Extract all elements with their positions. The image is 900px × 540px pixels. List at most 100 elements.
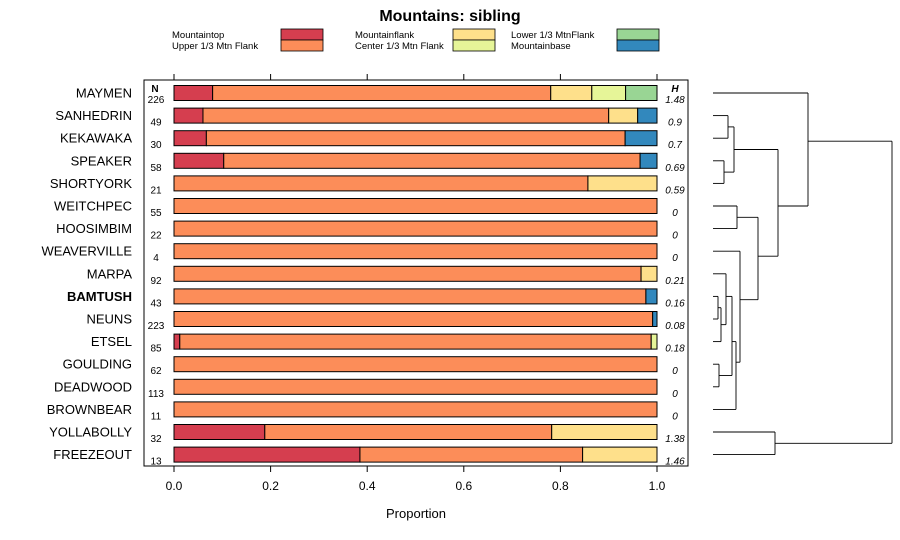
bar-segment-bamtush-mountainbase xyxy=(645,288,658,305)
bar-segment-etsel-mountaintop xyxy=(173,333,181,350)
bar-segment-maymen-center-1-3-mtn-flank xyxy=(591,85,627,101)
n-column-header: N xyxy=(151,84,158,95)
h-value-weitchpec: 0 xyxy=(672,208,678,219)
bar-segment-kekawaka-mountainbase xyxy=(624,130,658,147)
n-count-marpa: 92 xyxy=(150,276,162,287)
bar-segment-shortyork-upper-1-3-mtn-flank xyxy=(173,175,589,192)
n-count-shortyork: 21 xyxy=(150,185,162,196)
h-value-shortyork: 0.59 xyxy=(665,185,685,196)
n-count-neuns: 223 xyxy=(148,321,165,332)
n-count-kekawaka: 30 xyxy=(150,140,162,151)
h-value-goulding: 0 xyxy=(672,366,678,377)
h-value-kekawaka: 0.7 xyxy=(668,140,682,151)
h-value-yollabolly: 1.38 xyxy=(665,434,685,445)
legend-label-mountainbase: Mountainbase xyxy=(511,41,571,52)
bar-segment-etsel-center-1-3-mtn-flank xyxy=(650,333,658,350)
x-axis-title: Proportion xyxy=(386,506,446,521)
legend-label-mountainflank: Mountainflank xyxy=(355,30,414,41)
legend-swatch-upper-1-3-mtn-flank xyxy=(280,39,324,52)
h-value-neuns: 0.08 xyxy=(665,321,685,332)
bar-segment-goulding-upper-1-3-mtn-flank xyxy=(173,356,658,373)
h-value-etsel: 0.18 xyxy=(665,344,685,355)
n-count-goulding: 62 xyxy=(150,366,162,377)
bar-segment-maymen-mountaintop xyxy=(173,85,214,101)
h-value-bamtush: 0.16 xyxy=(665,298,685,309)
x-tick-label: 0.8 xyxy=(552,479,569,493)
x-tick-label: 1.0 xyxy=(649,479,666,493)
row-label-brownbear: BROWNBEAR xyxy=(47,402,132,417)
legend-swatch-center-1-3-mtn-flank xyxy=(452,39,496,52)
h-value-weaverville: 0 xyxy=(672,253,678,264)
n-count-weaverville: 4 xyxy=(153,253,159,264)
row-label-shortyork: SHORTYORK xyxy=(50,176,132,191)
h-value-hoosimbim: 0 xyxy=(672,231,678,242)
x-tick-label: 0.2 xyxy=(262,479,279,493)
row-label-bamtush: BAMTUSH xyxy=(67,289,132,304)
bar-segment-sanhedrin-mountainbase xyxy=(637,107,658,124)
bar-segment-freezeout-mountaintop xyxy=(173,446,361,463)
bar-segment-marpa-mountainflank xyxy=(640,265,658,282)
bar-segment-hoosimbim-upper-1-3-mtn-flank xyxy=(173,220,658,237)
x-tick-label: 0.6 xyxy=(455,479,472,493)
n-count-etsel: 85 xyxy=(150,344,162,355)
bar-segment-speaker-upper-1-3-mtn-flank xyxy=(223,152,641,169)
bar-segment-shortyork-mountainflank xyxy=(587,175,658,192)
n-count-hoosimbim: 22 xyxy=(150,231,162,242)
legend-swatch-mountainbase xyxy=(616,39,660,52)
row-label-kekawaka: KEKAWAKA xyxy=(60,131,132,146)
legend-swatch-mountainflank xyxy=(452,28,496,41)
bar-segment-yollabolly-upper-1-3-mtn-flank xyxy=(264,424,553,440)
bar-segment-neuns-mountainbase xyxy=(652,311,658,327)
h-value-sanhedrin: 0.9 xyxy=(668,118,682,129)
bar-segment-maymen-upper-1-3-mtn-flank xyxy=(212,85,552,101)
legend-swatch-mountaintop xyxy=(280,28,324,41)
row-label-deadwood: DEADWOOD xyxy=(54,379,132,394)
bar-segment-marpa-upper-1-3-mtn-flank xyxy=(173,265,642,282)
bar-segment-maymen-lower-1-3-mtnflank xyxy=(625,85,658,101)
row-label-neuns: NEUNS xyxy=(86,312,132,327)
bar-segment-speaker-mountaintop xyxy=(173,152,225,169)
chart-title: Mountains: sibling xyxy=(379,8,520,25)
row-label-goulding: GOULDING xyxy=(63,357,132,372)
bar-segment-freezeout-upper-1-3-mtn-flank xyxy=(359,446,584,463)
bar-segment-yollabolly-mountaintop xyxy=(173,424,266,440)
bar-segment-deadwood-upper-1-3-mtn-flank xyxy=(173,378,658,395)
h-value-speaker: 0.69 xyxy=(665,163,685,174)
bar-segment-weitchpec-upper-1-3-mtn-flank xyxy=(173,198,658,214)
h-value-freezeout: 1.46 xyxy=(665,457,685,468)
row-label-weitchpec: WEITCHPEC xyxy=(54,199,132,214)
h-column-header: H xyxy=(671,84,679,95)
h-value-marpa: 0.21 xyxy=(665,276,684,287)
n-count-yollabolly: 32 xyxy=(150,434,162,445)
bar-segment-maymen-mountainflank xyxy=(550,85,593,101)
row-label-marpa: MARPA xyxy=(87,266,133,281)
bar-segment-sanhedrin-mountainflank xyxy=(608,107,639,124)
plot-frame xyxy=(143,79,689,467)
n-count-deadwood: 113 xyxy=(148,389,164,400)
legend-swatch-lower-1-3-mtnflank xyxy=(616,28,660,41)
row-label-speaker: SPEAKER xyxy=(71,153,132,168)
bar-segment-sanhedrin-mountaintop xyxy=(173,107,204,124)
bar-rows: MAYMEN 226 1.48 SANHEDRIN 49 0.9 KEKAWAKA 30 0.7… xyxy=(41,85,685,468)
row-label-hoosimbim: HOOSIMBIM xyxy=(56,221,132,236)
h-value-deadwood: 0 xyxy=(672,389,678,400)
bar-segment-weaverville-upper-1-3-mtn-flank xyxy=(173,243,658,260)
bar-segment-neuns-upper-1-3-mtn-flank xyxy=(173,311,654,327)
legend-label-center-1-3-mtn-flank: Center 1/3 Mtn Flank xyxy=(355,41,444,52)
bar-segment-kekawaka-upper-1-3-mtn-flank xyxy=(205,130,626,147)
bar-segment-sanhedrin-upper-1-3-mtn-flank xyxy=(202,107,610,124)
bar-segment-kekawaka-mountaintop xyxy=(173,130,207,147)
row-label-maymen: MAYMEN xyxy=(76,86,132,101)
bar-segment-speaker-mountainbase xyxy=(639,152,658,169)
bar-segment-bamtush-upper-1-3-mtn-flank xyxy=(173,288,647,305)
h-value-brownbear: 0 xyxy=(672,411,678,422)
x-tick-label: 0.0 xyxy=(166,479,183,493)
n-count-weitchpec: 55 xyxy=(150,208,162,219)
n-count-freezeout: 13 xyxy=(150,457,162,468)
bar-segment-brownbear-upper-1-3-mtn-flank xyxy=(173,401,658,418)
legend-label-lower-1-3-mtnflank: Lower 1/3 MtnFlank xyxy=(511,30,595,41)
row-label-weaverville: WEAVERVILLE xyxy=(41,244,132,259)
x-axis: 0.0 0.2 0.4 0.6 0.8 1.0 xyxy=(166,74,666,493)
